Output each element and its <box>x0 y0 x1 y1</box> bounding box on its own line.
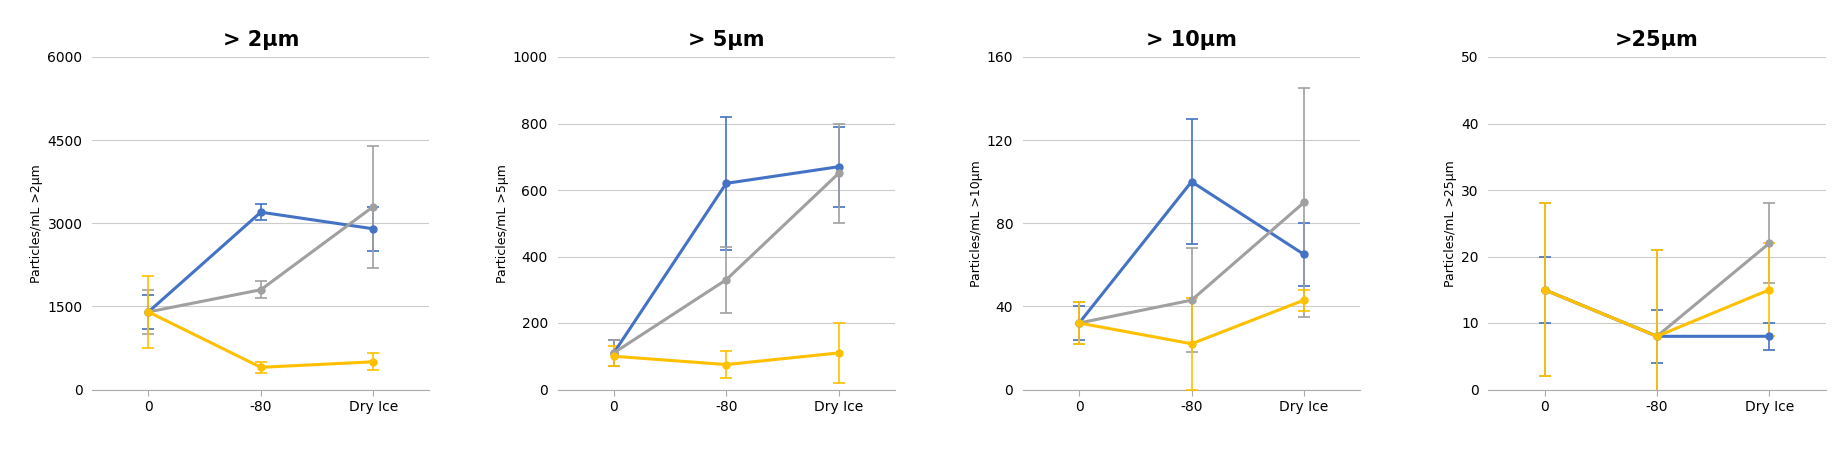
Title: > 2μm: > 2μm <box>223 30 299 50</box>
Y-axis label: Particles/mL >2μm: Particles/mL >2μm <box>30 164 42 283</box>
Title: >25μm: >25μm <box>1615 30 1698 50</box>
Title: > 5μm: > 5μm <box>688 30 765 50</box>
Y-axis label: Particles/mL >10μm: Particles/mL >10μm <box>970 160 983 286</box>
Y-axis label: Particles/mL >5μm: Particles/mL >5μm <box>496 164 509 283</box>
Title: > 10μm: > 10μm <box>1147 30 1237 50</box>
Y-axis label: Particles/mL >25μm: Particles/mL >25μm <box>1444 160 1457 286</box>
